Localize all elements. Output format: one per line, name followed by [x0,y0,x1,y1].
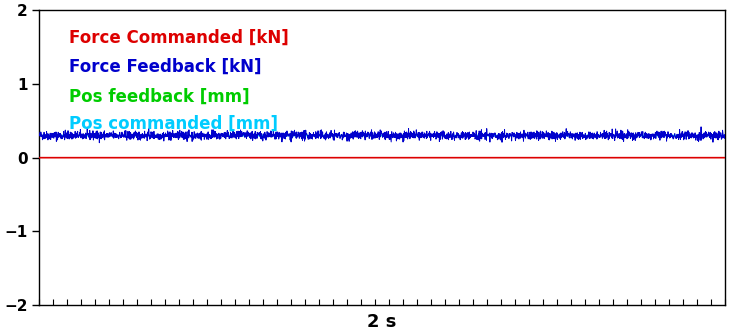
Text: Force Commanded [kN]: Force Commanded [kN] [69,28,289,47]
Text: Pos feedback [mm]: Pos feedback [mm] [69,88,249,106]
X-axis label: 2 s: 2 s [367,313,397,331]
Text: Force Feedback [kN]: Force Feedback [kN] [69,58,261,76]
Text: Pos commanded [mm]: Pos commanded [mm] [69,115,278,133]
